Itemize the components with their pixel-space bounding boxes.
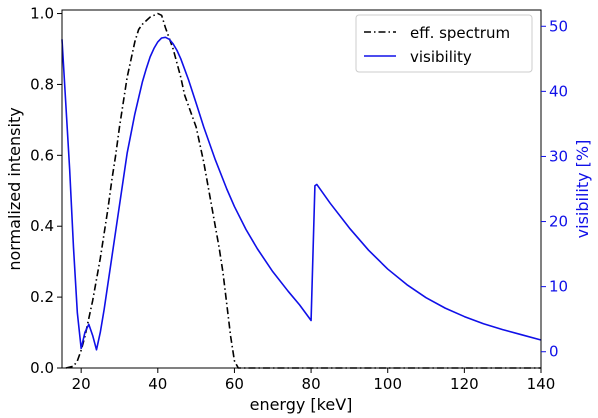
series-line-visibility bbox=[61, 36, 542, 351]
x-tick-label: 80 bbox=[302, 375, 321, 393]
y-axis-right-label: visibility [%] bbox=[573, 140, 592, 239]
x-tick-label: 60 bbox=[225, 375, 244, 393]
y-right-tick-label: 50 bbox=[549, 17, 568, 35]
y-left-tick-label: 0.8 bbox=[30, 75, 54, 93]
x-tick-label: 120 bbox=[450, 375, 479, 393]
legend: eff. spectrum visibility bbox=[355, 14, 533, 73]
x-axis-ticks: 20 40 60 80 100 120 140 bbox=[72, 368, 556, 393]
legend-label-visibility: visibility bbox=[410, 48, 472, 66]
y-left-tick-label: 0.4 bbox=[30, 217, 54, 235]
y-right-tick-label: 30 bbox=[549, 147, 568, 165]
y-left-tick-label: 0.6 bbox=[30, 146, 54, 164]
y-right-tick-label: 10 bbox=[549, 278, 568, 296]
y-right-tick-label: 40 bbox=[549, 82, 568, 100]
y-right-tick-label: 0 bbox=[549, 343, 559, 361]
legend-label-spectrum: eff. spectrum bbox=[410, 24, 510, 42]
x-tick-label: 140 bbox=[527, 375, 556, 393]
x-axis-label: energy [keV] bbox=[250, 395, 353, 414]
legend-box bbox=[355, 14, 533, 73]
plot-frame bbox=[61, 9, 542, 369]
y-axis-right-ticks: 0 10 20 30 40 50 bbox=[541, 17, 568, 361]
x-tick-label: 20 bbox=[72, 375, 91, 393]
x-tick-label: 100 bbox=[373, 375, 402, 393]
y-left-tick-label: 1.0 bbox=[30, 5, 54, 23]
y-axis-left-ticks: 0.0 0.2 0.4 0.6 0.8 1.0 bbox=[30, 5, 62, 377]
y-left-tick-label: 0.0 bbox=[30, 359, 54, 377]
y-right-tick-label: 20 bbox=[549, 213, 568, 231]
x-tick-label: 40 bbox=[148, 375, 167, 393]
y-left-tick-label: 0.2 bbox=[30, 288, 54, 306]
y-axis-left-label: normalized intensity bbox=[5, 107, 24, 270]
